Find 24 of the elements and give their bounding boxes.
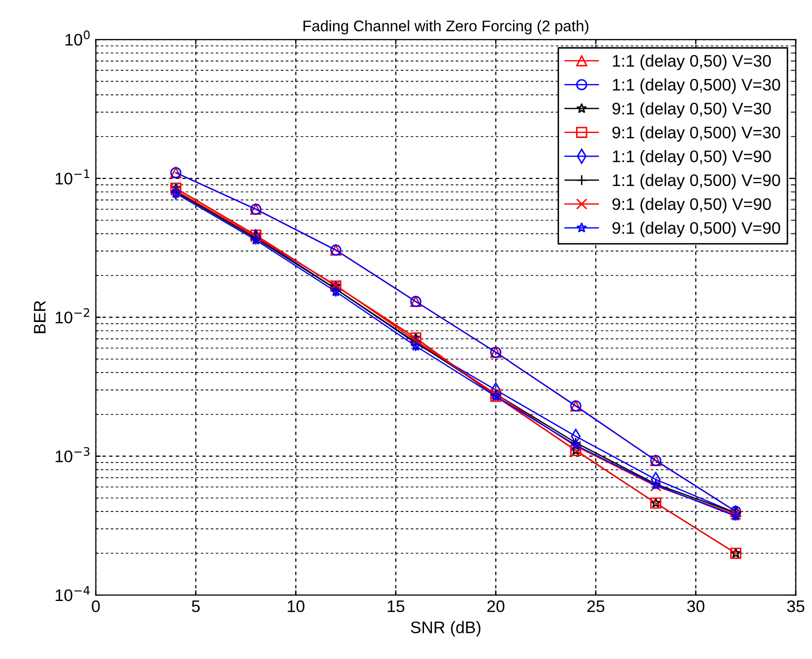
legend-label: 1:1 (delay 0,50) V=90 (612, 150, 771, 166)
legend-label: 9:1 (delay 0,50) V=30 (612, 102, 771, 118)
x-tick-label: 10 (288, 600, 304, 612)
y-tick-label: 10$^{0}$ (66, 30, 90, 46)
legend-label: 1:1 (delay 0,500) V=30 (612, 78, 780, 94)
x-tick-label: 20 (487, 600, 504, 612)
legend-label: 9:1 (delay 0,500) V=90 (612, 222, 780, 238)
x-axis-title: SNR (dB) (410, 621, 480, 637)
y-tick-label: 10$^{−4}$ (56, 586, 90, 602)
y-tick-label: 10$^{−3}$ (56, 447, 90, 462)
x-tick-label: 0 (92, 600, 100, 612)
legend-label: 9:1 (delay 0,500) V=30 (612, 126, 780, 142)
legend-label: 9:1 (delay 0,50) V=90 (612, 198, 771, 214)
legend-label: 1:1 (delay 0,50) V=30 (612, 54, 771, 70)
x-tick-label: 15 (388, 600, 404, 612)
y-axis-title: BER (34, 300, 46, 334)
x-tick-label: 25 (587, 600, 604, 612)
x-tick-label: 35 (787, 600, 804, 612)
legend-label: 1:1 (delay 0,500) V=90 (612, 174, 780, 190)
y-tick-label: 10$^{−1}$ (56, 169, 90, 185)
x-tick-label: 5 (192, 600, 200, 612)
y-tick-label: 10$^{−2}$ (56, 308, 90, 324)
x-tick-label: 30 (687, 600, 704, 612)
chart-title: Fading Channel with Zero Forcing (2 path) (304, 20, 588, 34)
